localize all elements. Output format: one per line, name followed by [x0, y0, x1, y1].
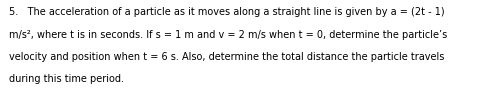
Text: during this time period.: during this time period.	[9, 74, 124, 84]
Text: 5.   The acceleration of a particle as it moves along a straight line is given b: 5. The acceleration of a particle as it …	[9, 7, 445, 17]
Text: m/s², where t is in seconds. If s = 1 m and v = 2 m/s when t = 0, determine the : m/s², where t is in seconds. If s = 1 m …	[9, 30, 447, 40]
Text: velocity and position when t = 6 s. Also, determine the total distance the parti: velocity and position when t = 6 s. Also…	[9, 52, 444, 62]
